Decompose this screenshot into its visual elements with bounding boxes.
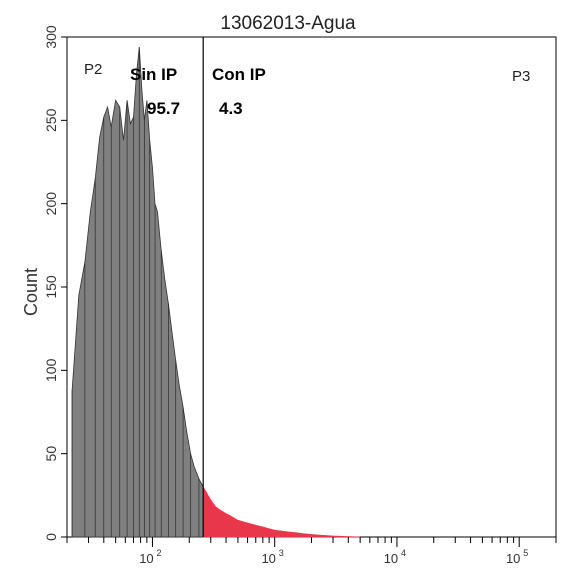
annotation-con-ip-value: 4.3	[219, 99, 243, 118]
x-tick-label: 10	[384, 551, 398, 566]
x-tick-exponent: 3	[279, 548, 284, 558]
annotation-sin-ip-label: Sin IP	[130, 65, 177, 84]
annotation-con-ip-label: Con IP	[212, 65, 266, 84]
x-tick-exponent: 4	[401, 548, 406, 558]
y-tick-label: 150	[43, 275, 59, 299]
histogram-positive	[202, 485, 361, 538]
x-tick-label: 10	[506, 551, 520, 566]
gate-label-p3: P3	[512, 68, 530, 85]
y-tick-label: 100	[43, 358, 59, 382]
x-tick-label: 10	[139, 551, 153, 566]
y-axis-label: Count	[21, 268, 41, 316]
chart-title: 13062013-Agua	[220, 13, 356, 34]
y-tick-label: 200	[43, 192, 59, 216]
y-tick-label: 250	[43, 108, 59, 132]
plot-area	[66, 36, 557, 538]
x-tick-exponent: 2	[156, 548, 161, 558]
x-tick-label: 10	[261, 551, 275, 566]
gate-label-p2: P2	[84, 61, 102, 78]
y-tick-label: 50	[43, 446, 59, 462]
y-tick-label: 0	[43, 533, 59, 541]
annotation-sin-ip-value: 95.7	[147, 99, 180, 118]
y-tick-label: 300	[43, 25, 59, 49]
histogram-negative	[71, 46, 204, 538]
x-tick-exponent: 5	[523, 548, 528, 558]
